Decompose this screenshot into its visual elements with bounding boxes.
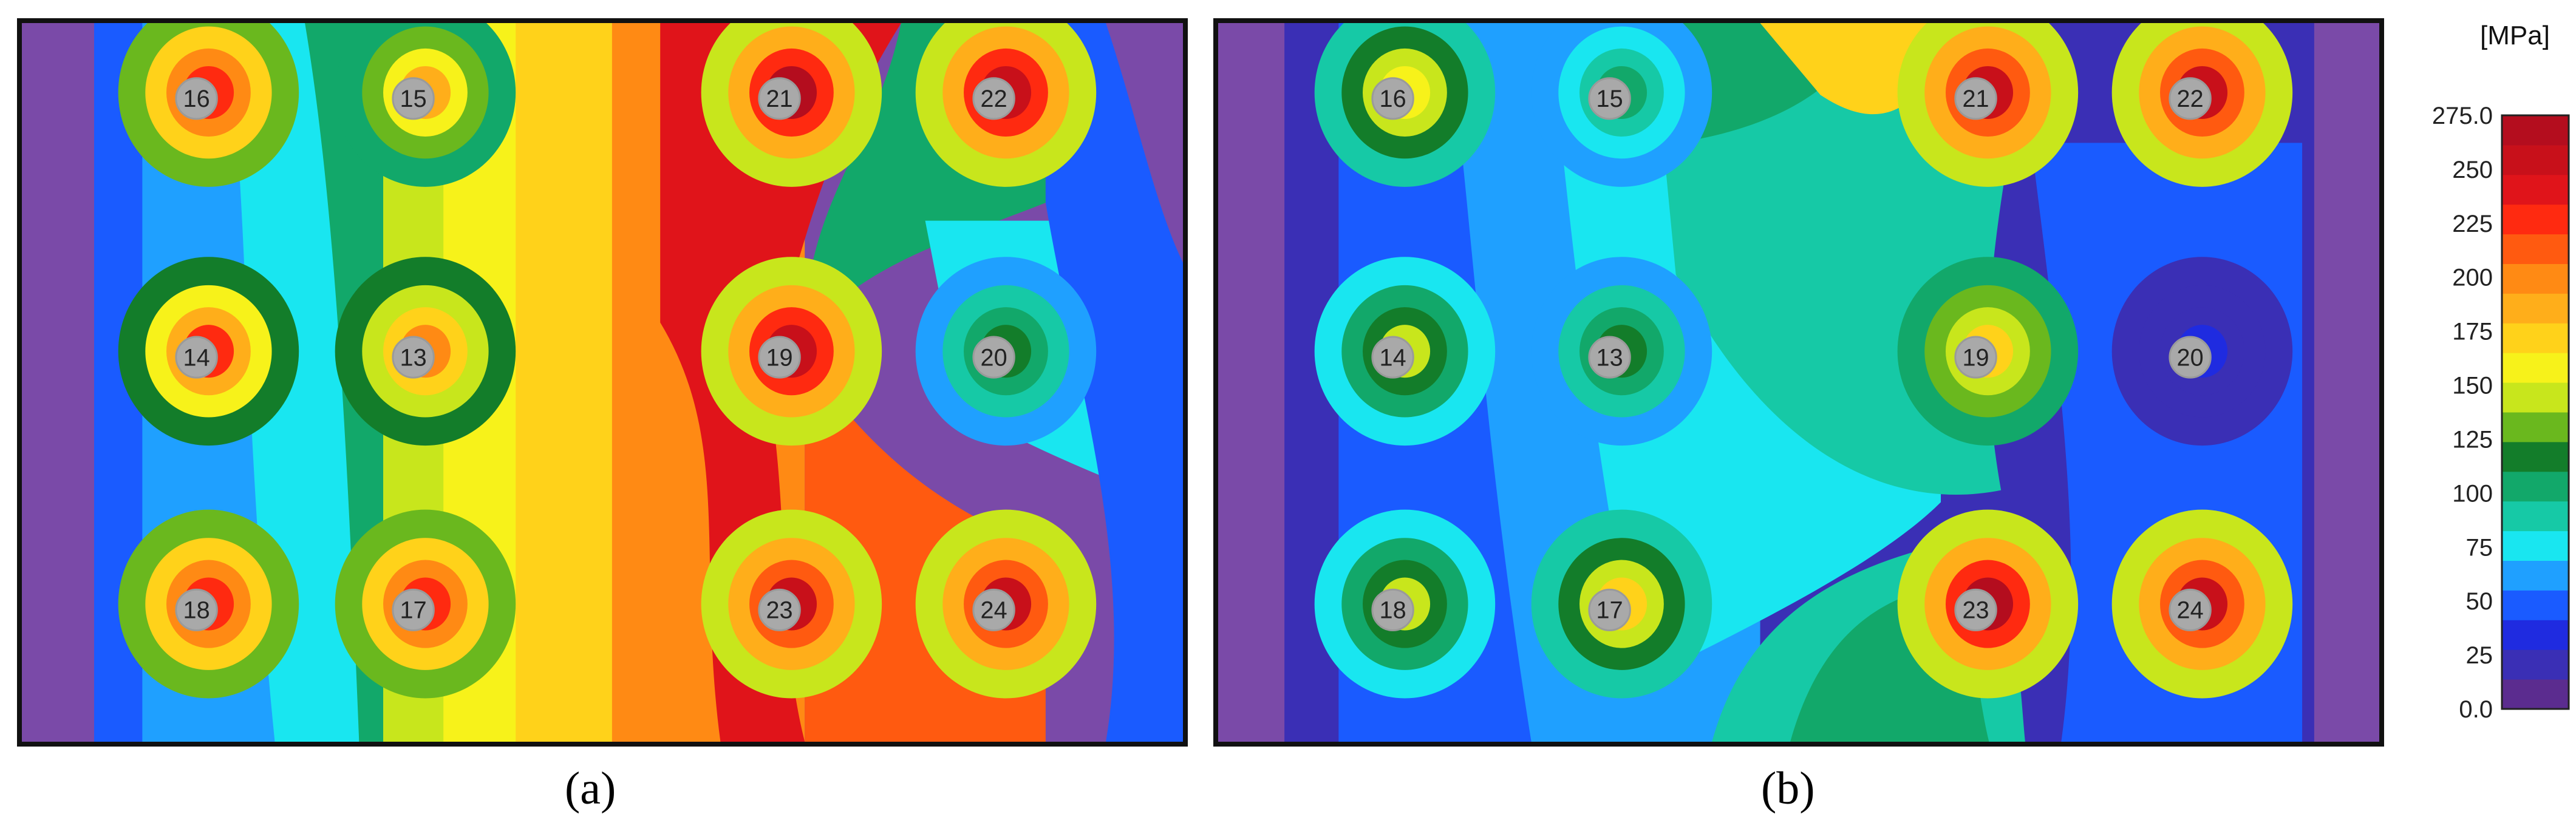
colorbar-tick-label: 275.0 <box>2432 103 2493 129</box>
colorbar-swatch <box>2502 204 2569 235</box>
gauge-marker-21 <box>758 77 801 120</box>
gauge-marker-14 <box>1371 336 1414 379</box>
contour-panel-a: 16 15 21 22 14 13 19 20 18 17 23 24 <box>17 18 1188 747</box>
gauge-label-24: 24 <box>981 597 1007 624</box>
contour-region <box>1045 23 1183 742</box>
colorbar-frame <box>2501 114 2570 710</box>
colorbar-swatch <box>2502 471 2569 502</box>
colorbar-unit-label: [MPa] <box>2480 21 2550 50</box>
colorbar-tick-label: 50 <box>2466 588 2493 615</box>
gauge-label-20: 20 <box>981 344 1007 371</box>
gauge-marker-13 <box>392 336 435 379</box>
colorbar-swatch <box>2502 263 2569 294</box>
gauge-marker-15 <box>1588 77 1631 120</box>
gauge-marker-24 <box>972 588 1015 631</box>
colorbar-tick-label: 250 <box>2452 157 2493 183</box>
gauge-label-24: 24 <box>2177 597 2204 624</box>
gauge-marker-21 <box>1954 77 1997 120</box>
contour-region <box>1106 23 1183 263</box>
colorbar-tick-label: 225 <box>2452 211 2493 237</box>
contour-region <box>2314 23 2379 742</box>
colorbar-swatch <box>2502 115 2569 146</box>
colorbar-tick-label: 0.0 <box>2459 696 2493 723</box>
colorbar-swatch <box>2502 412 2569 442</box>
gauge-marker-22 <box>2169 77 2212 120</box>
gauge-label-15: 15 <box>400 86 427 112</box>
colorbar-tick-label: 150 <box>2452 373 2493 399</box>
panel-caption-b: (b) <box>1761 763 1815 814</box>
gauge-label-16: 16 <box>1380 86 1406 112</box>
gauge-marker-18 <box>1371 588 1414 631</box>
colorbar-swatch <box>2502 441 2569 472</box>
gauge-marker-20 <box>2169 336 2212 379</box>
gauge-label-23: 23 <box>766 597 793 624</box>
gauge-marker-17 <box>392 588 435 631</box>
colorbar-tick-label: 25 <box>2466 642 2493 669</box>
gauge-marker-20 <box>972 336 1015 379</box>
colorbar-swatch <box>2502 649 2569 680</box>
gauge-label-22: 22 <box>981 86 1007 112</box>
contour-region <box>1218 23 1285 742</box>
gauge-marker-17 <box>1588 588 1631 631</box>
gauge-marker-16 <box>1371 77 1414 120</box>
gauge-label-17: 17 <box>400 597 427 624</box>
colorbar-tick-label: 100 <box>2452 480 2493 507</box>
colorbar-swatch <box>2502 590 2569 620</box>
colorbar-swatch <box>2502 679 2569 710</box>
gauge-marker-19 <box>1954 336 1997 379</box>
contour-region <box>22 23 95 742</box>
gauge-label-19: 19 <box>1963 344 1989 371</box>
colorbar-swatch <box>2502 560 2569 591</box>
gauge-label-13: 13 <box>1596 344 1623 371</box>
contour-plot-a: 16 15 21 22 14 13 19 20 18 17 23 24 <box>22 23 1183 742</box>
gauge-label-16: 16 <box>183 86 210 112</box>
colorbar-swatch <box>2502 234 2569 264</box>
gauge-marker-14 <box>175 336 218 379</box>
gauge-marker-22 <box>972 77 1015 120</box>
colorbar-swatch <box>2502 293 2569 324</box>
colorbar-tick-label: 125 <box>2452 426 2493 453</box>
colorbar: 275.0 250 225 200 175 150 125 100 75 50 25 0.0 <box>2432 103 2570 723</box>
colorbar-swatch <box>2502 382 2569 413</box>
gauge-marker-15 <box>392 77 435 120</box>
gauge-marker-23 <box>1954 588 1997 631</box>
gauge-label-14: 14 <box>183 344 210 371</box>
gauge-marker-19 <box>758 336 801 379</box>
gauge-marker-18 <box>175 588 218 631</box>
gauge-label-18: 18 <box>183 597 210 624</box>
gauge-label-17: 17 <box>1596 597 1623 624</box>
panel-caption-a: (a) <box>565 763 616 814</box>
colorbar-swatch <box>2502 144 2569 175</box>
colorbar-swatch <box>2502 323 2569 353</box>
colorbar-swatch <box>2502 353 2569 383</box>
gauge-label-21: 21 <box>766 86 793 112</box>
gauge-marker-13 <box>1588 336 1631 379</box>
gauge-label-18: 18 <box>1380 597 1406 624</box>
gauge-label-21: 21 <box>1963 86 1989 112</box>
contour-panel-b: 16 15 21 22 14 13 19 20 18 17 23 24 <box>1213 18 2384 747</box>
gauge-label-19: 19 <box>766 344 793 371</box>
gauge-marker-23 <box>758 588 801 631</box>
gauge-label-15: 15 <box>1596 86 1623 112</box>
gauge-marker-24 <box>2169 588 2212 631</box>
contour-plot-b: 16 15 21 22 14 13 19 20 18 17 23 24 <box>1218 23 2379 742</box>
gauge-label-14: 14 <box>1380 344 1406 371</box>
gauge-label-20: 20 <box>2177 344 2204 371</box>
colorbar-swatch <box>2502 174 2569 205</box>
gauge-label-23: 23 <box>1963 597 1989 624</box>
gauge-label-22: 22 <box>2177 86 2204 112</box>
gauge-marker-16 <box>175 77 218 120</box>
colorbar-tick-label: 75 <box>2466 534 2493 561</box>
gauge-label-13: 13 <box>400 344 427 371</box>
colorbar-tick-label: 200 <box>2452 265 2493 291</box>
colorbar-tick-label: 175 <box>2452 319 2493 345</box>
colorbar-swatch <box>2502 501 2569 532</box>
colorbar-swatch <box>2502 620 2569 650</box>
colorbar-swatch <box>2502 530 2569 561</box>
